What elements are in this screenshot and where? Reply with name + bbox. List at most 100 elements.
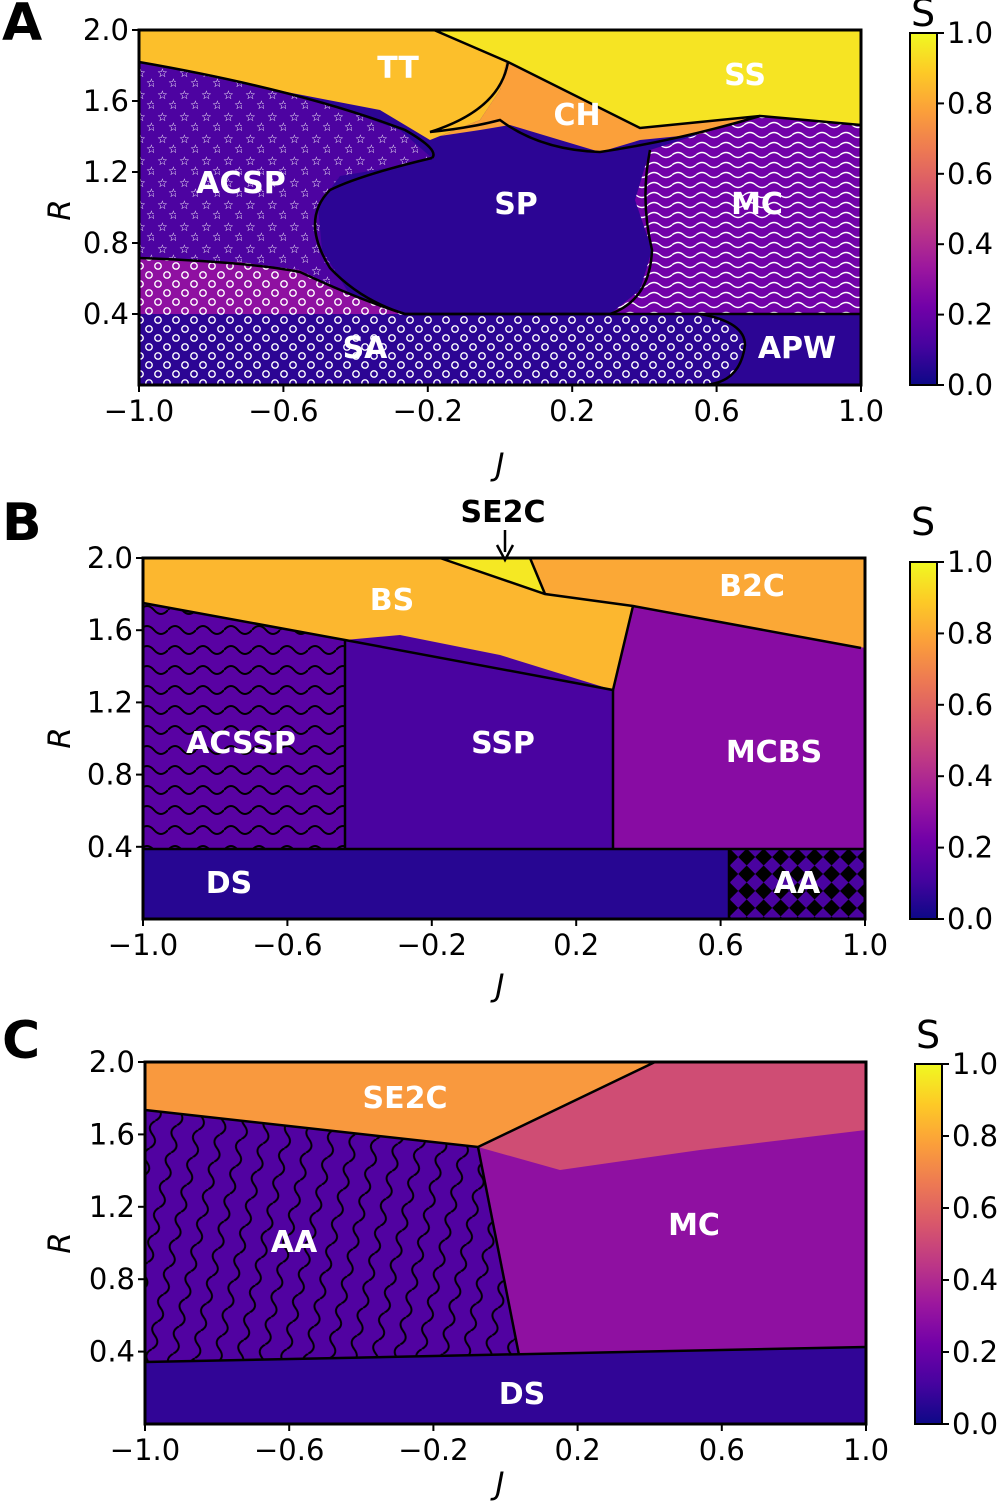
se2c-annotation: SE2C	[461, 495, 546, 530]
boundary-sa	[138, 256, 861, 316]
y-tick-label: 2.0	[87, 541, 133, 575]
colorbar-tick-label: 0.2	[947, 831, 993, 865]
x-tick-label: −0.2	[393, 394, 463, 428]
region-label-ds: DS	[206, 866, 253, 901]
region-aa-pattern	[729, 849, 865, 919]
panel-a-letter: A	[2, 0, 42, 53]
boundary-bs-bottom	[142, 601, 635, 692]
panel-c-letter: C	[2, 1011, 40, 1071]
y-tick-label: 0.4	[87, 830, 133, 864]
colorbar-tick-label: 1.0	[952, 1047, 998, 1081]
panel-a-top-bright	[139, 30, 861, 128]
y-tick-label: 1.6	[87, 613, 133, 647]
colorbar-tick-label: 1.0	[947, 545, 993, 579]
x-axis-label: J	[489, 1466, 504, 1502]
boundary-acsp-top	[138, 60, 435, 159]
x-tick-label: 0.2	[553, 928, 599, 962]
region-se2c-area	[145, 1062, 655, 1147]
colorbar	[909, 32, 938, 386]
colorbar	[909, 561, 938, 920]
panel-b: BS B2C ACSSP SSP MCBS DS AA SE2C J R −1.…	[42, 495, 993, 1004]
y-tick-label: 0.4	[89, 1335, 135, 1369]
region-label-aa: AA	[774, 866, 821, 901]
y-tick-label: 0.4	[83, 297, 129, 331]
region-b2c-area	[530, 558, 865, 648]
region-label-mcbs: MCBS	[726, 735, 822, 770]
colorbar-tick-label: 0.0	[947, 902, 993, 936]
region-mcbs-area	[613, 606, 865, 849]
y-tick-label: 0.8	[87, 758, 133, 792]
boundary-sp	[313, 149, 654, 316]
colorbar-tick-label: 0.6	[947, 688, 993, 722]
region-label-sa: SA	[343, 331, 389, 366]
colorbar-tick-label: 0.0	[952, 1407, 998, 1441]
boundary-aa	[476, 1146, 521, 1356]
colorbar-tick-label: 0.6	[952, 1191, 998, 1225]
boundary-bs-top	[439, 556, 862, 650]
x-tick-label: −0.2	[398, 1433, 468, 1467]
region-sa-pattern	[139, 258, 745, 385]
y-tick-label: 0.8	[89, 1262, 135, 1296]
region-label-mc: MC	[668, 1208, 720, 1243]
x-tick-label: −1.0	[108, 928, 178, 962]
y-tick-label: 1.6	[83, 84, 129, 118]
colorbar-title: S	[916, 1013, 940, 1057]
colorbar-tick-label: 0.2	[947, 298, 993, 332]
colorbar-tick-label: 0.0	[947, 368, 993, 402]
region-label-aa: AA	[271, 1225, 318, 1260]
region-label-se2c: SE2C	[363, 1081, 448, 1116]
region-ds-area	[143, 849, 729, 919]
x-tick-label: 1.0	[843, 1433, 889, 1467]
colorbar-tick-label: 0.6	[947, 157, 993, 191]
colorbar-tick-label: 0.2	[952, 1335, 998, 1369]
region-label-tt: TT	[377, 51, 419, 86]
x-tick-label: −1.0	[104, 394, 174, 428]
region-aa-pattern	[145, 1110, 519, 1362]
colorbar-tick-label: 0.8	[947, 616, 993, 650]
colorbar-tick-label: 0.8	[952, 1119, 998, 1153]
colorbar-tick-label: 0.4	[947, 759, 993, 793]
colorbar-tick-label: 0.4	[952, 1263, 998, 1297]
boundary-apw	[699, 312, 747, 387]
x-tick-label: 0.6	[699, 1433, 745, 1467]
y-tick-label: 1.2	[83, 155, 129, 189]
region-label-bs: BS	[370, 583, 414, 618]
x-tick-label: 0.2	[555, 1433, 601, 1467]
y-tick-label: 2.0	[83, 13, 129, 47]
x-tick-label: −0.6	[248, 394, 318, 428]
region-mc-upper	[478, 1062, 866, 1170]
region-acssp-pattern	[143, 603, 345, 849]
y-tick-label: 0.8	[83, 226, 129, 260]
region-ch-area	[440, 62, 760, 152]
x-axis-label: J	[489, 447, 504, 483]
x-tick-label: −0.6	[254, 1433, 324, 1467]
x-tick-label: 0.6	[698, 928, 744, 962]
panel-c: SE2C MC AA DS J R −1.0 −0.6 −0.2 0.2 0.6 1.0 …	[42, 1013, 998, 1502]
colorbar	[914, 1063, 943, 1425]
panel-b-letter: B	[2, 493, 42, 553]
region-bs-area	[143, 558, 865, 690]
region-label-ds: DS	[499, 1377, 546, 1412]
x-tick-label: 1.0	[838, 394, 884, 428]
x-tick-label: −0.2	[397, 928, 467, 962]
x-tick-label: 1.0	[842, 928, 888, 962]
colorbar-title: S	[911, 500, 935, 544]
panel-c-frame	[143, 1060, 868, 1426]
x-tick-label: −0.6	[252, 928, 322, 962]
x-tick-label: −1.0	[110, 1433, 180, 1467]
region-label-ch: CH	[553, 98, 600, 133]
y-tick-label: 1.2	[87, 685, 133, 719]
y-tick-label: 1.6	[89, 1117, 135, 1151]
se2c-arrow-head	[495, 544, 515, 563]
region-label-acsp: ACSP	[196, 166, 285, 201]
y-axis-label: R	[42, 1232, 78, 1254]
region-label-apw: APW	[758, 331, 836, 366]
panel-a-frame	[137, 28, 863, 387]
region-label-b2c: B2C	[719, 569, 785, 604]
boundary-se2c	[528, 557, 547, 595]
region-label-acssp: ACSSP	[186, 726, 296, 761]
colorbar-tick-label: 0.8	[947, 86, 993, 120]
region-tt-area	[139, 30, 506, 140]
region-acsp-pattern	[139, 62, 432, 295]
